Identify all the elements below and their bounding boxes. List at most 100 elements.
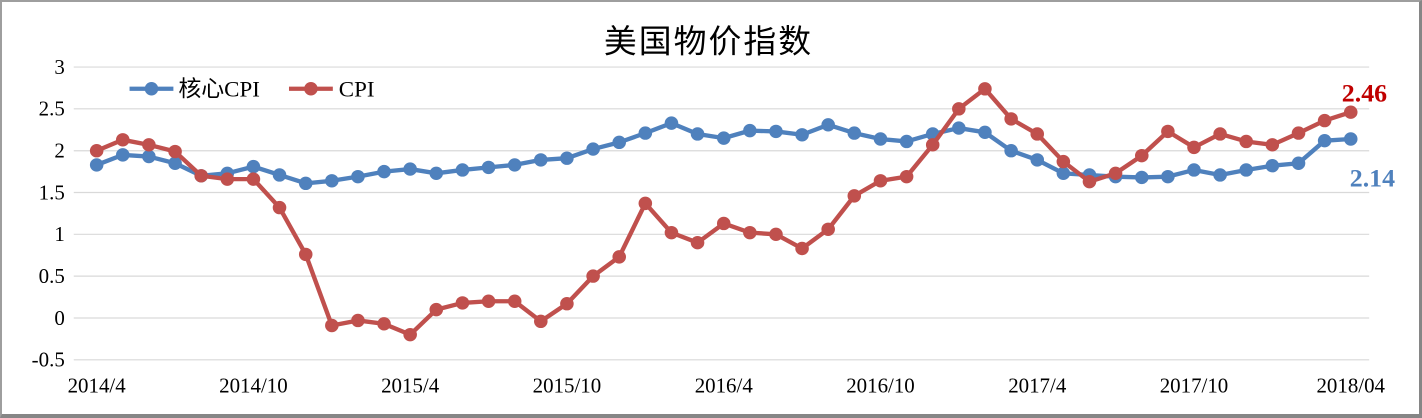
- data-point-marker-core-cpi: [873, 132, 888, 146]
- data-point-marker-cpi: [194, 169, 208, 183]
- data-point-marker-cpi: [743, 225, 757, 240]
- y-axis-tick-label: 3: [54, 55, 64, 79]
- y-axis-tick-label: 1: [54, 222, 64, 246]
- legend-label-core-cpi: 核心CPI: [178, 77, 259, 102]
- data-point-marker-cpi: [690, 235, 705, 250]
- data-point-marker-cpi: [664, 225, 679, 240]
- legend: 核心CPI CPI: [129, 77, 374, 102]
- data-point-marker-cpi: [586, 269, 600, 283]
- x-axis-tick-label: 2018/04: [1316, 373, 1385, 397]
- x-axis-tick-label: 2016/10: [846, 373, 915, 397]
- data-point-marker-cpi: [351, 313, 365, 328]
- data-point-marker-cpi: [1239, 134, 1253, 149]
- data-point-marker-cpi: [795, 241, 809, 256]
- data-point-marker-cpi: [298, 247, 313, 262]
- data-point-marker-core-cpi: [1239, 163, 1253, 177]
- data-point-marker-cpi: [507, 294, 522, 308]
- data-point-marker-cpi: [978, 82, 992, 96]
- data-point-marker-core-cpi: [978, 125, 992, 140]
- data-point-marker-cpi: [1030, 127, 1045, 141]
- legend-item-core-cpi: 核心CPI: [129, 77, 260, 102]
- data-point-marker-cpi: [1291, 126, 1306, 140]
- data-point-marker-cpi: [821, 222, 835, 236]
- data-point-marker-core-cpi: [952, 121, 966, 135]
- chart-title: 美国物价指数: [604, 22, 813, 59]
- data-point-marker-cpi: [1056, 154, 1071, 169]
- series-layer: [89, 82, 1358, 342]
- data-point-marker-cpi: [1187, 140, 1201, 155]
- data-point-marker-core-cpi: [534, 153, 548, 167]
- x-axis-tick-label: 2014/4: [68, 373, 127, 397]
- core-cpi-end-value-label: 2.14: [1350, 163, 1395, 192]
- data-point-marker-core-cpi: [899, 134, 914, 149]
- data-point-marker-core-cpi: [1030, 153, 1045, 167]
- data-point-marker-cpi: [534, 314, 548, 329]
- legend-item-cpi: CPI: [288, 77, 374, 102]
- data-point-marker-core-cpi: [743, 123, 757, 138]
- data-point-marker-core-cpi: [1213, 168, 1227, 182]
- data-point-marker-core-cpi: [115, 148, 130, 162]
- data-point-marker-core-cpi: [403, 162, 417, 176]
- data-point-marker-cpi: [769, 227, 783, 242]
- data-point-marker-core-cpi: [795, 128, 809, 142]
- y-axis-tick-label: -0.5: [32, 348, 65, 372]
- data-point-marker-cpi: [1082, 174, 1097, 189]
- data-point-marker-core-cpi: [89, 158, 104, 172]
- data-point-marker-cpi: [925, 138, 940, 152]
- data-point-marker-core-cpi: [586, 142, 600, 156]
- x-axis-tick-labels: 2014/4 2014/10 2015/4 2015/10 2016/4 2016/10 2…: [68, 373, 1386, 397]
- data-point-marker-core-cpi: [1135, 170, 1149, 185]
- y-axis-tick-label: 2.5: [39, 97, 65, 121]
- x-axis-tick-label: 2017/4: [1008, 373, 1067, 397]
- data-point-marker-core-cpi: [1056, 166, 1071, 181]
- data-point-marker-core-cpi: [560, 151, 574, 165]
- data-point-marker-core-cpi: [664, 116, 679, 130]
- data-point-marker-cpi: [325, 318, 339, 333]
- data-point-marker-core-cpi: [298, 176, 313, 191]
- data-point-marker-core-cpi: [716, 131, 731, 145]
- data-point-marker-cpi: [873, 174, 888, 188]
- data-point-marker-cpi: [115, 133, 130, 147]
- data-point-marker-cpi: [1343, 105, 1358, 119]
- data-point-marker-cpi: [560, 297, 574, 311]
- x-axis-tick-label: 2015/10: [533, 373, 602, 397]
- data-point-marker-cpi: [1108, 166, 1123, 181]
- data-point-marker-core-cpi: [325, 174, 339, 188]
- legend-marker-core-cpi-icon: [144, 82, 159, 96]
- data-point-marker-core-cpi: [1187, 163, 1201, 177]
- data-point-marker-core-cpi: [507, 158, 522, 172]
- data-point-marker-core-cpi: [429, 166, 444, 181]
- x-axis-tick-label: 2014/10: [219, 373, 288, 397]
- data-point-marker-cpi: [481, 294, 496, 308]
- data-point-marker-cpi: [1317, 113, 1332, 128]
- data-point-marker-core-cpi: [1291, 156, 1306, 170]
- data-point-marker-core-cpi: [1004, 144, 1018, 158]
- data-point-marker-core-cpi: [847, 126, 862, 140]
- x-axis-tick-label: 2017/10: [1160, 373, 1229, 397]
- data-point-marker-cpi: [246, 172, 261, 186]
- data-point-marker-cpi: [1265, 138, 1280, 152]
- data-point-marker-cpi: [1213, 127, 1227, 141]
- data-point-marker-cpi: [1135, 148, 1149, 163]
- data-point-marker-core-cpi: [638, 126, 653, 140]
- data-point-marker-cpi: [272, 200, 287, 215]
- data-point-marker-cpi: [403, 327, 417, 342]
- data-point-marker-cpi: [142, 138, 156, 152]
- data-point-marker-core-cpi: [1343, 132, 1358, 146]
- x-axis-tick-label: 2016/4: [695, 373, 754, 397]
- x-axis-tick-label: 2015/4: [381, 373, 440, 397]
- y-axis-tick-label: 0.5: [39, 264, 65, 288]
- data-point-marker-cpi: [168, 144, 182, 159]
- data-point-marker-cpi: [638, 196, 653, 211]
- data-point-marker-cpi: [899, 169, 914, 184]
- data-point-marker-core-cpi: [246, 159, 261, 174]
- data-point-marker-core-cpi: [168, 156, 182, 170]
- data-point-marker-cpi: [89, 144, 104, 158]
- y-axis-tick-label: 1.5: [39, 181, 65, 205]
- data-point-marker-cpi: [377, 317, 391, 331]
- y-axis-tick-label: 0: [54, 306, 64, 330]
- data-point-marker-cpi: [220, 172, 235, 186]
- data-point-marker-core-cpi: [1265, 159, 1280, 173]
